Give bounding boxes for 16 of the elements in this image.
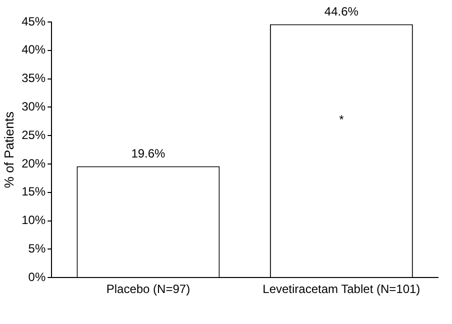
y-tick-label: 10% [22,213,46,228]
y-tick-label: 45% [22,14,46,28]
x-tick-label: Placebo (N=97) [106,282,190,296]
y-tick-label: 5% [28,242,46,256]
x-tick-label: Levetiracetam Tablet (N=101) [262,282,420,296]
y-tick-label: 15% [22,184,46,199]
y-tick-label: 20% [22,156,46,170]
data-label: 44.6% [324,4,359,19]
y-tick-label: 25% [22,128,46,142]
y-axis-title: % of Patients [1,111,16,188]
y-tick-label: 0% [28,270,46,284]
data-label: 19.6% [131,146,166,161]
annotation: * [339,112,344,127]
y-tick-label: 40% [22,42,46,57]
y-tick-label: 35% [22,71,46,86]
y-tick-label: 30% [22,100,46,114]
